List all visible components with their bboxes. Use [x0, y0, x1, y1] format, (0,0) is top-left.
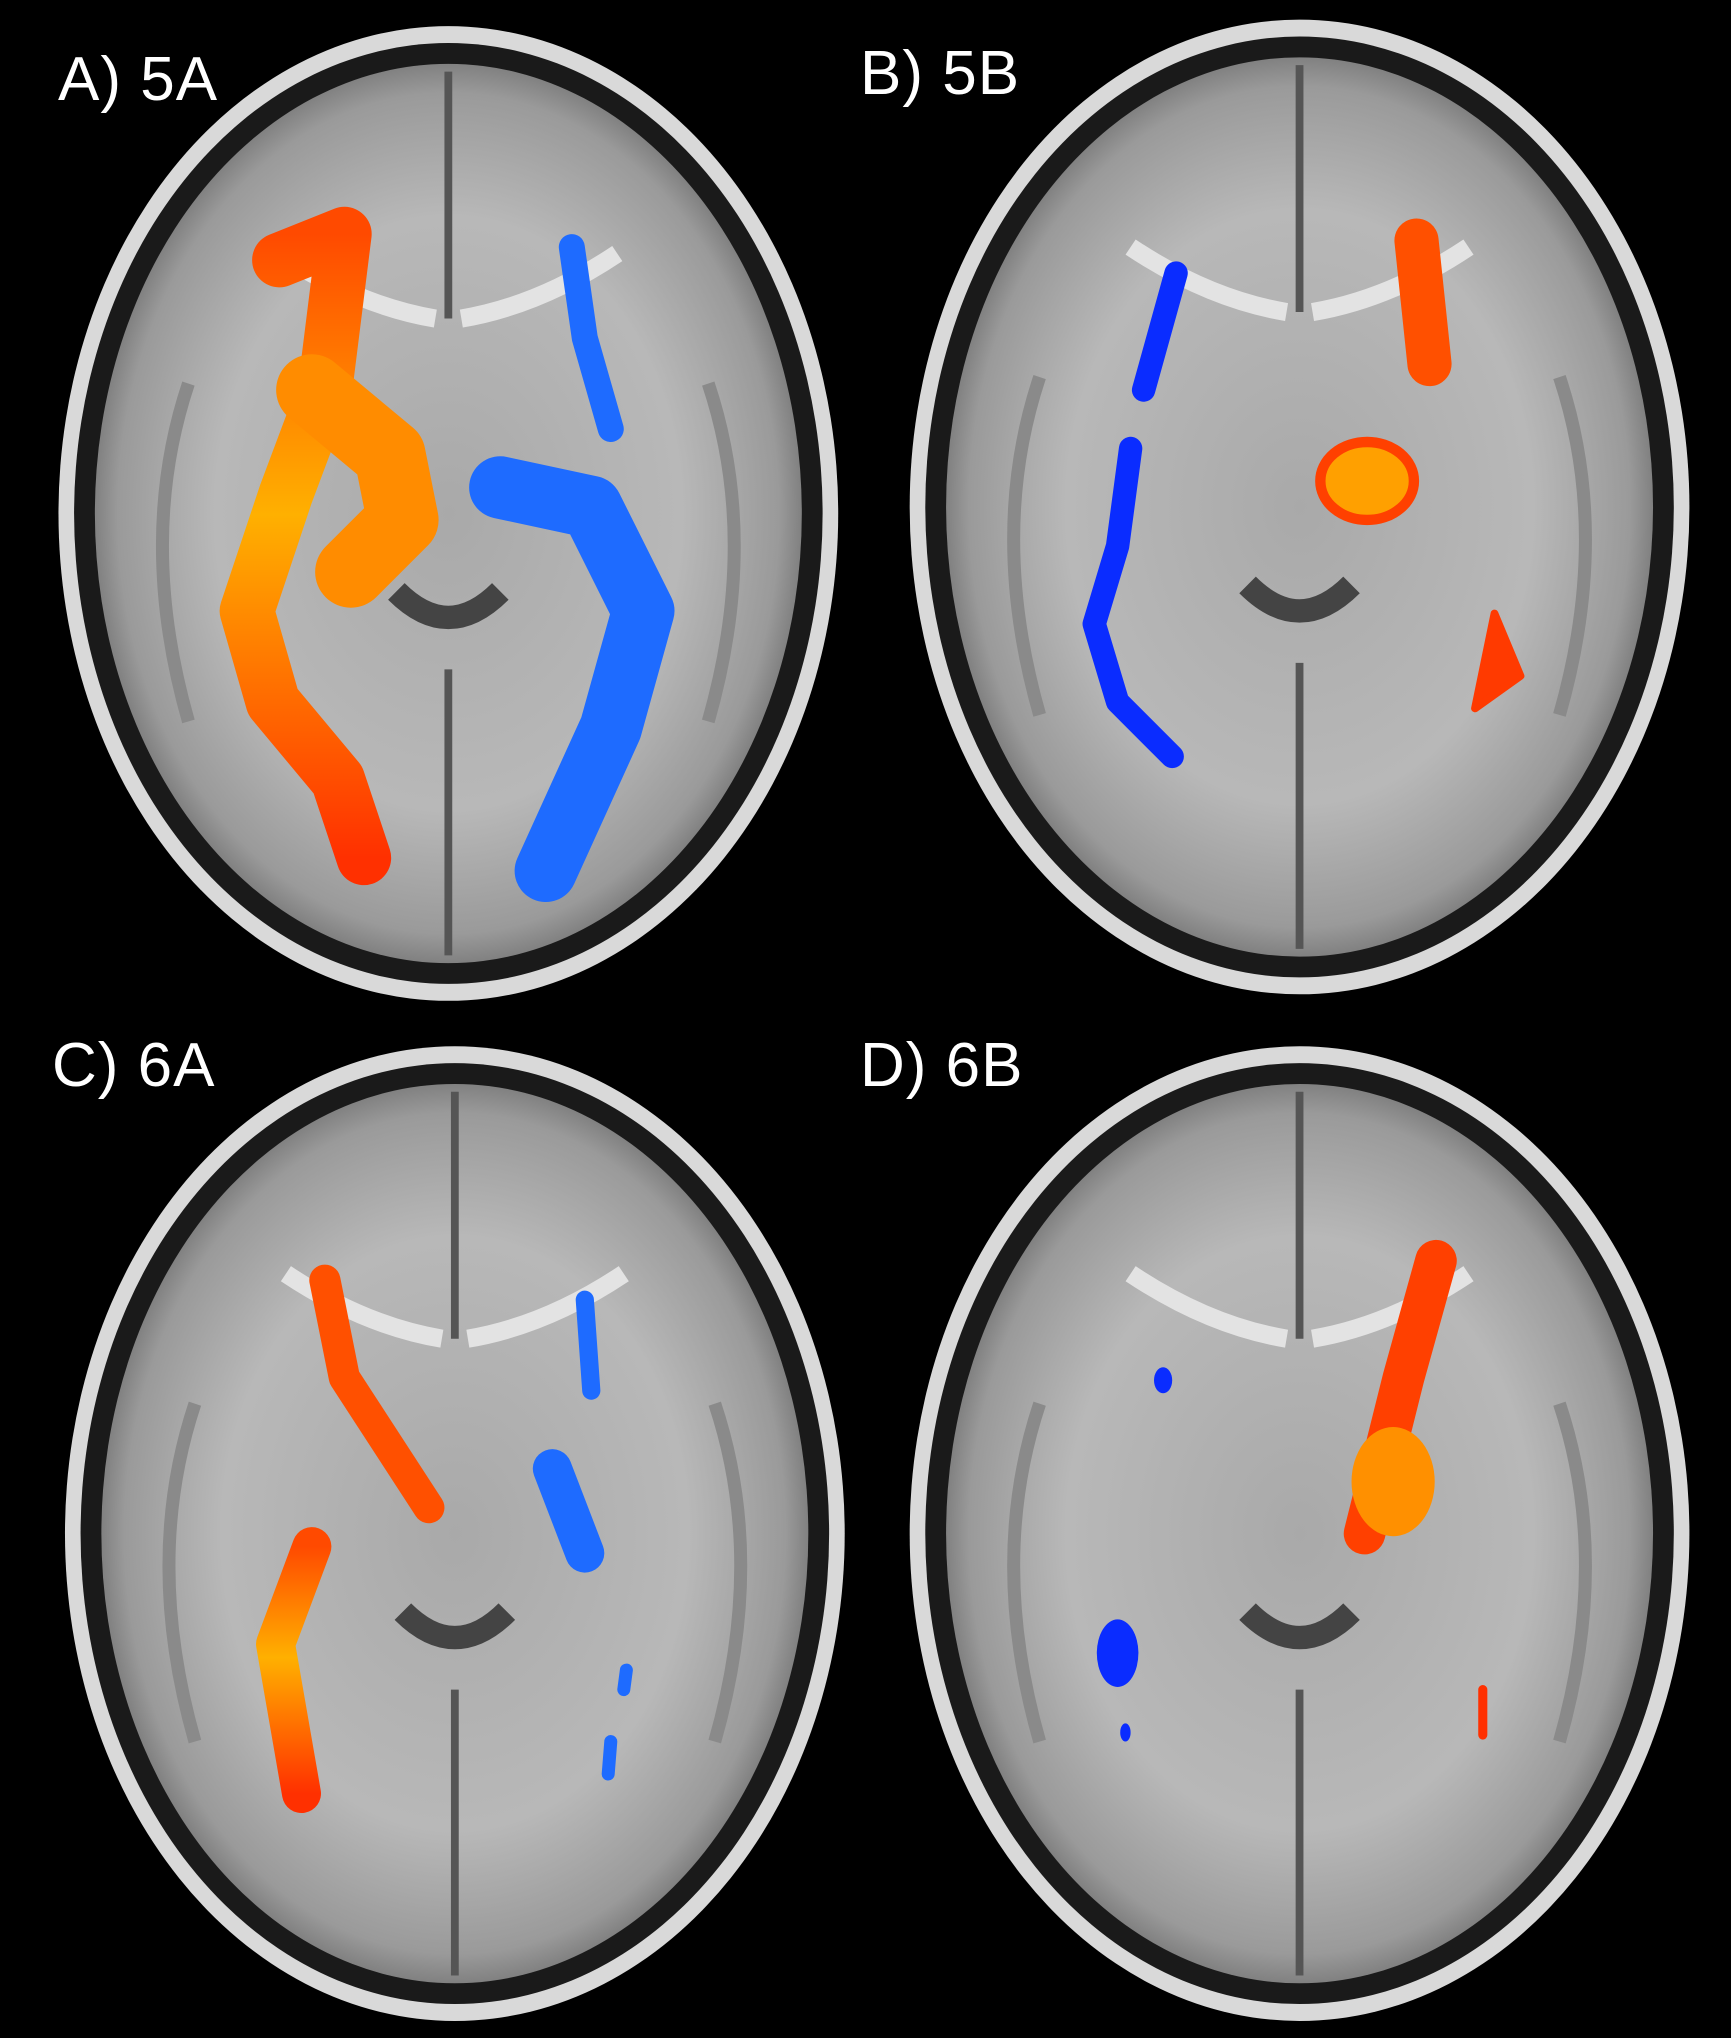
cluster-c-negative-3 [601, 1663, 633, 1781]
cluster-d-positive-peak [1351, 1427, 1435, 1537]
cluster-b-negative-1 [1131, 261, 1188, 402]
cluster-c-negative-2 [532, 1449, 605, 1573]
panel-label-c: C) 6A [52, 1031, 216, 1100]
cluster-a-positive [219, 206, 392, 886]
cluster-a-negative-thick [469, 456, 675, 903]
cluster-b-negative-2 [1082, 436, 1184, 769]
cluster-c-positive-2 [256, 1527, 332, 1814]
cluster-a-positive-lobe [276, 354, 439, 608]
cluster-b-positive-1 [1394, 218, 1452, 387]
cluster-c-negative-1 [575, 1290, 601, 1400]
cluster-d-negative-1 [1096, 1619, 1139, 1687]
cluster-b-positive-2 [1315, 436, 1420, 526]
cluster-c-positive-1 [309, 1264, 445, 1524]
panel-c-brain [65, 1046, 845, 2021]
cluster-d-negative-2 [1154, 1367, 1173, 1394]
cluster-a-negative-thin [558, 234, 624, 442]
cluster-d-negative-3 [1120, 1723, 1131, 1742]
panel-label-b: B) 5B [860, 39, 1021, 108]
cluster-b-positive-3 [1471, 609, 1525, 713]
panel-a-brain [58, 26, 838, 1001]
panel-label-d: D) 6B [860, 1031, 1024, 1100]
panel-b-brain [910, 20, 1690, 995]
panel-d-brain [910, 1046, 1690, 2021]
panel-label-a: A) 5A [58, 45, 219, 114]
